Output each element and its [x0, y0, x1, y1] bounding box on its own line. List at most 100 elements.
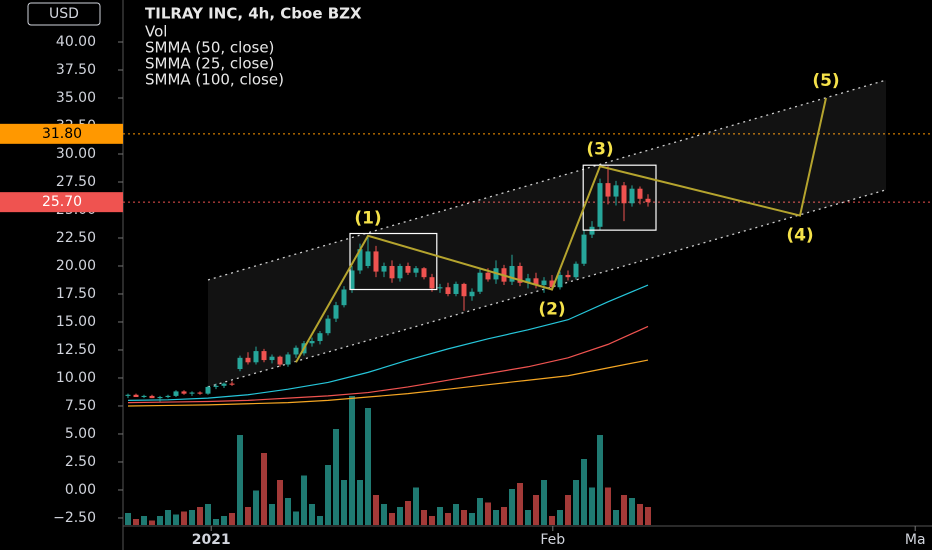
y-tick-label: 37.50 — [56, 62, 96, 78]
volume-bar — [261, 453, 267, 525]
legend-entry: SMMA (50, close) — [145, 39, 274, 57]
candle-body — [565, 274, 571, 278]
volume-bar — [605, 487, 611, 525]
volume-bar — [253, 490, 259, 525]
candle-body — [381, 265, 387, 272]
channel-line — [207, 79, 887, 281]
volume-bar — [565, 495, 571, 525]
volume-bar — [597, 435, 603, 525]
volume-bar — [557, 510, 563, 525]
currency-box — [27, 2, 101, 26]
volume-bar — [549, 516, 555, 525]
volume-bar — [181, 511, 187, 525]
volume-bar — [317, 516, 323, 525]
candle-body — [213, 385, 219, 387]
candle-body — [125, 394, 131, 396]
candle-body — [253, 351, 259, 363]
wave-line — [295, 97, 827, 363]
volume-bar — [421, 510, 427, 525]
chart-title: TILRAY INC, 4h, Cboe BZX — [145, 5, 362, 23]
currency: USD — [49, 6, 79, 22]
candle-body — [173, 391, 179, 396]
candle-body — [637, 188, 643, 199]
candle-body — [197, 392, 203, 394]
annotation-box — [349, 232, 438, 291]
annotation-box — [582, 164, 657, 231]
candle-body — [133, 394, 139, 398]
volume-bar — [413, 487, 419, 525]
volume-bar — [621, 495, 627, 525]
candle-body — [605, 183, 611, 197]
volume-bar — [325, 465, 331, 525]
volume-bar — [205, 504, 211, 525]
volume-bar — [381, 504, 387, 525]
candle-body — [485, 272, 491, 280]
wave-label: (5) — [812, 71, 839, 91]
candle-body — [509, 265, 515, 282]
candle-body — [525, 278, 531, 283]
volume-bar — [197, 507, 203, 525]
volume-bar — [229, 513, 235, 525]
smma-line — [127, 325, 649, 404]
y-tick-label: 40.00 — [56, 34, 96, 50]
volume-bar — [493, 510, 499, 525]
y-tick-label: 12.50 — [56, 342, 96, 358]
volume-bar — [629, 498, 635, 525]
volume-bar — [477, 498, 483, 525]
volume-bar — [517, 483, 523, 525]
candle-body — [333, 305, 339, 319]
volume-bar — [221, 516, 227, 525]
volume-bar — [149, 520, 155, 525]
candle-body — [205, 386, 211, 394]
wave-label: (2) — [538, 300, 565, 320]
volume-bar — [501, 507, 507, 525]
candle-body — [445, 287, 451, 294]
volume-bar — [461, 510, 467, 525]
candle-body — [229, 383, 235, 385]
channel-fill — [208, 80, 886, 387]
candle-body — [349, 270, 355, 290]
volume-bar — [173, 514, 179, 525]
volume-bar — [429, 516, 435, 525]
candle-body — [141, 395, 147, 398]
candle-body — [309, 341, 315, 344]
candle-body — [533, 278, 539, 286]
candle-body — [621, 185, 627, 204]
x-tick-label: Feb — [540, 532, 565, 548]
volume-bar — [277, 480, 283, 525]
candle-body — [629, 188, 635, 204]
x-tick-label: 2021 — [192, 532, 231, 548]
volume-bar — [469, 513, 475, 525]
price-label: 25.70 — [42, 194, 82, 210]
y-tick-label: 15.00 — [56, 314, 96, 330]
candle-body — [597, 183, 603, 227]
volume-bar — [541, 480, 547, 525]
candle-body — [541, 280, 547, 286]
candle-body — [317, 333, 323, 342]
candle-body — [149, 395, 155, 399]
volume-bar — [125, 513, 131, 525]
candle-body — [557, 274, 563, 288]
candle-body — [325, 318, 331, 334]
legend-entry: SMMA (100, close) — [145, 71, 284, 89]
y-tick-label: 17.50 — [56, 286, 96, 302]
candle-body — [277, 356, 283, 365]
candle-body — [573, 263, 579, 278]
volume-bar — [341, 480, 347, 525]
candle-body — [181, 391, 187, 394]
y-tick-label: 27.50 — [56, 174, 96, 190]
volume-bar — [301, 475, 307, 525]
volume-bar — [349, 396, 355, 525]
candle-body — [429, 277, 435, 289]
volume-bar — [285, 498, 291, 525]
y-tick-label: 20.00 — [56, 258, 96, 274]
volume-bar — [613, 510, 619, 525]
y-tick-label: 22.50 — [56, 230, 96, 246]
channel-line — [207, 189, 887, 388]
wave-label: (3) — [586, 139, 613, 159]
y-tick-label: 35.00 — [56, 90, 96, 106]
volume-bar — [509, 489, 515, 525]
volume-bar — [637, 504, 643, 525]
volume-bar — [357, 480, 363, 525]
